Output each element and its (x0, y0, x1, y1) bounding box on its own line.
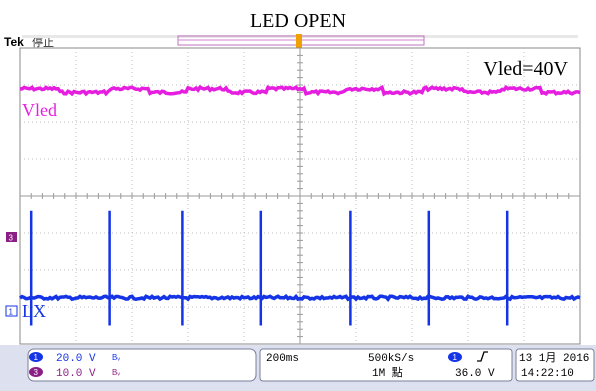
readout-panel: 1 20.0 V Bᵥ 3 10.0 V Bᵥ 200ms 500kS/s 1M… (0, 345, 596, 391)
channel-readout-box (27, 348, 257, 382)
datetime-readout: 13 1月 2016 14:22:10 (515, 348, 595, 382)
brand-logo: Tek (4, 35, 24, 49)
ch1-scale: 20.0 V (56, 353, 96, 365)
rising-edge-icon (477, 351, 488, 362)
ch1-marker-label: 1 (9, 308, 14, 317)
lx-trace-label: LX (22, 301, 46, 321)
traces (18, 84, 581, 326)
trigger-source-badge-icon (448, 352, 462, 362)
timebase: 200ms (266, 353, 299, 365)
trigger-level: 36.0 V (455, 368, 495, 380)
graticule (19, 47, 581, 345)
ch1-badge-label: 1 (34, 353, 39, 362)
top-status-bar: Tek 停止 (4, 34, 578, 54)
trigger-position-icon (296, 34, 302, 48)
acquisition-state: 停止 (32, 35, 54, 49)
channel-markers: 3 1 (5, 232, 18, 317)
ch3-bandwidth-icon: Bᵥ (112, 368, 120, 377)
trigger-source-label: 1 (453, 353, 458, 362)
ch1-marker-icon[interactable] (5, 305, 18, 317)
channel-readout[interactable]: 1 20.0 V Bᵥ 3 10.0 V Bᵥ (27, 348, 257, 382)
voltage-annotation: Vled=40V (483, 58, 568, 80)
ch3-badge-icon (29, 367, 43, 377)
horizontal-readout[interactable]: 200ms 500kS/s 1M 點 1 36.0 V (259, 348, 513, 382)
datetime-box (515, 348, 595, 382)
vled-trace (19, 84, 581, 97)
ch3-scale: 10.0 V (56, 368, 96, 380)
date: 13 1月 2016 (519, 352, 589, 365)
chart-title: LED OPEN (250, 10, 346, 32)
lx-trace (18, 293, 581, 302)
ch1-badge-icon (29, 352, 43, 362)
ch3-marker-icon[interactable] (6, 232, 17, 242)
ch3-badge-label: 3 (34, 368, 39, 377)
ch1-bandwidth-icon: Bᵥ (112, 353, 120, 362)
ch3-marker-label: 3 (9, 234, 14, 243)
time: 14:22:10 (521, 368, 574, 380)
sample-rate: 500kS/s (368, 353, 414, 365)
vled-trace-label: Vled (22, 100, 57, 120)
record-length: 1M 點 (372, 366, 403, 380)
